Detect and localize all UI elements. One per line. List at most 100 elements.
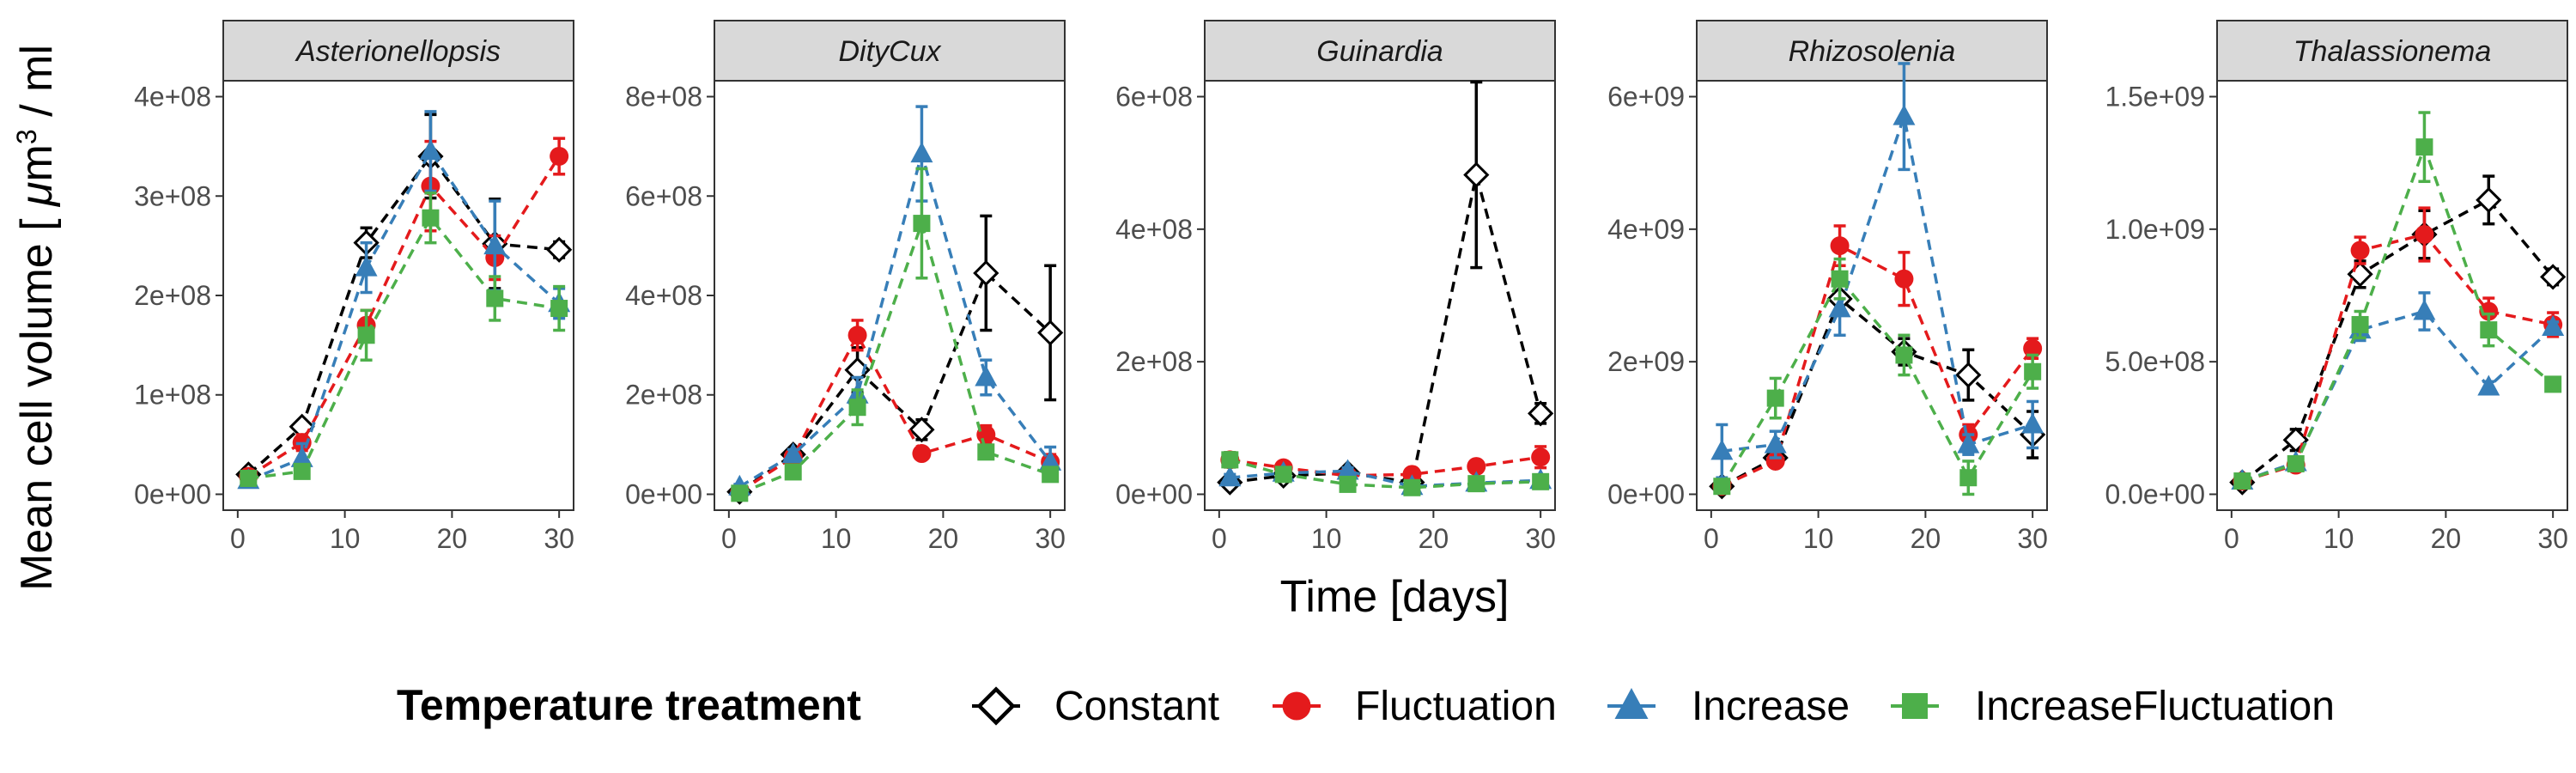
data-point [1764,432,1787,453]
data-point [2476,186,2502,214]
y-tick-label: 1.5e+09 [2105,82,2205,113]
data-point [1957,432,1980,453]
y-tick-label: 2e+08 [1115,346,1193,377]
series-line [1721,295,2034,488]
data-point [1467,475,1485,493]
data-point [1528,400,1554,427]
data-point [1531,447,1551,467]
facet-panel-rhizosolenia: Rhizosolenia 0e+00 2e+09 4e+09 6e+09 0 10 20 30 [1607,20,2048,554]
x-tick-label: 30 [2537,523,2568,554]
data-point [2415,225,2434,245]
data-point [1218,466,1242,487]
legend-key-marker [1282,691,1311,721]
data-point [2233,472,2251,490]
data-point [2413,299,2436,320]
data-point [973,259,999,287]
y-tick-label: 6e+08 [1115,82,1193,113]
y-tick-label: 0e+00 [625,478,702,509]
data-point [1339,475,1357,493]
data-point [1403,478,1421,496]
x-tick-label: 0 [721,523,737,554]
y-tick-label: 2e+09 [1607,346,1685,377]
data-point [1463,161,1490,188]
x-tick-label: 10 [330,523,361,554]
data-point [1336,459,1359,480]
data-point [1893,104,1916,125]
data-point [419,139,442,161]
data-point [848,399,866,417]
legend-title: Temperature treatment [397,681,861,729]
data-point [2540,264,2567,290]
x-tick-label: 10 [2324,523,2354,554]
series-line [248,215,560,480]
facet-panels: Asterionellopsis 0e+00 1e+08 2e+08 3e+08 4e+0… [134,20,2568,554]
data-point [2415,138,2433,156]
data-point [1037,320,1064,346]
data-point [357,326,375,344]
y-tick-label: 0e+00 [1607,478,1685,509]
y-tick-label: 6e+08 [625,180,702,211]
legend-item-increasefluctuation: IncreaseFluctuation [1891,684,2335,729]
x-tick-label: 30 [2017,523,2048,554]
data-point [913,215,931,233]
x-tick-label: 10 [1803,523,1834,554]
x-tick-label: 0 [1704,523,1719,554]
data-point [2021,412,2044,434]
series-line [1720,276,2034,488]
data-point [1831,270,1849,288]
data-point [2351,315,2369,333]
series-increasefluctuation [240,192,568,487]
x-tick-label: 30 [1525,523,1556,554]
y-axis-title: Mean cell volume [ μm3 / ml [11,45,62,591]
x-tick-label: 30 [544,523,574,554]
y-tick-label: 6e+09 [1607,82,1685,113]
legend-keys: Constant Fluctuation Increase IncreaseFluct… [972,684,2335,729]
y-tick-label: 5.0e+08 [2105,346,2205,377]
y-tick-label: 2e+08 [134,280,211,311]
legend: Temperature treatment Constant Fluctuatio… [397,681,2335,729]
series-line [1229,458,1541,490]
series-fluctuation [2233,206,2563,491]
series-line [1230,455,1541,478]
data-point [546,236,573,263]
legend-label: Increase [1692,684,1850,729]
y-tick-label: 2e+08 [625,380,702,411]
data-point [1274,466,1292,484]
series-line [1230,174,1542,484]
data-point [731,484,749,502]
facet-title: Thalassionema [2293,35,2492,68]
x-tick-label: 0 [230,523,246,554]
x-tick-label: 20 [437,523,468,554]
y-tick-label: 4e+08 [625,280,702,311]
x-tick-label: 10 [1311,523,1342,554]
x-tick-label: 10 [821,523,852,554]
data-point [784,463,802,481]
series-increasefluctuation [1713,257,2042,496]
y-tick-label: 0e+00 [1115,478,1193,509]
plot-area [1204,80,1556,511]
data-point [2287,454,2305,472]
data-point [1895,346,1913,364]
data-point [910,142,933,163]
series-line [2241,198,2555,484]
y-tick-label: 0e+00 [134,478,211,509]
x-tick-label: 20 [928,523,959,554]
data-point [290,446,313,467]
series-increasefluctuation [1221,451,1550,496]
legend-key-marker [1614,688,1649,719]
y-tick-label: 4e+08 [1115,214,1193,245]
data-point [1959,469,1978,487]
legend-item-increase: Increase [1607,684,1850,729]
data-point [2544,375,2562,393]
data-point [2024,362,2042,380]
y-tick-label: 8e+08 [625,82,702,113]
plot-area [222,80,574,511]
series-line [247,148,561,482]
facet-panel-thalassionema: Thalassionema 0.0e+00 5.0e+08 1.0e+09 1.5e+0… [2105,20,2568,554]
data-point [1467,457,1486,477]
legend-key-marker [1902,693,1928,719]
facet-title: Rhizosolenia [1789,35,1956,68]
plot-area [1696,80,2048,511]
x-tick-label: 20 [1419,523,1449,554]
data-point [912,444,932,464]
